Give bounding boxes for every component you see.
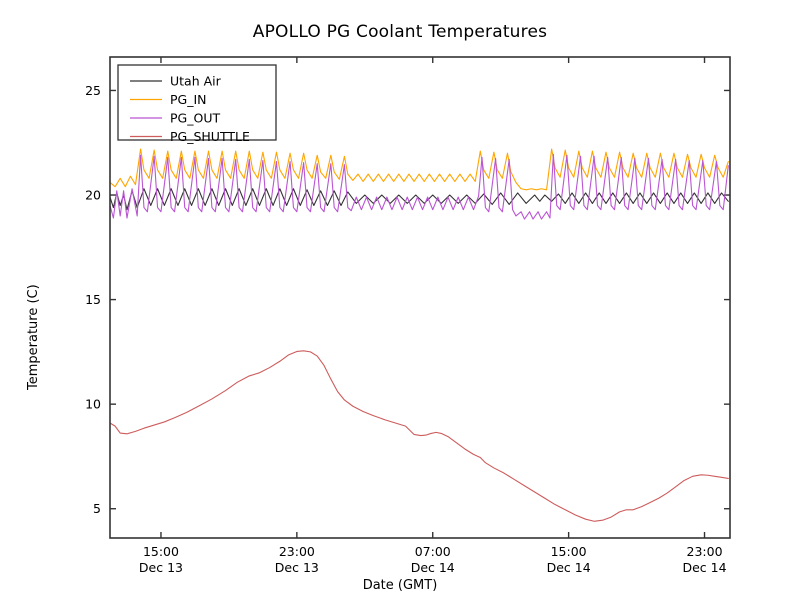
x-tick-time: 07:00: [415, 544, 451, 559]
x-axis-label: Date (GMT): [362, 578, 438, 593]
legend-label: PG_IN: [170, 92, 207, 107]
x-tick-time: 15:00: [551, 544, 587, 559]
x-tick-date: Dec 14: [547, 560, 591, 575]
x-tick-date: Dec 14: [411, 560, 455, 575]
y-tick-label: 10: [85, 397, 101, 412]
series-line-utah-air: [109, 188, 729, 211]
data-series-group: [109, 148, 729, 522]
series-line-pg-in: [109, 148, 729, 191]
y-axis-label: Temperature (C): [26, 284, 41, 390]
y-axis-ticks: 5 10 15 20 25: [85, 83, 730, 516]
y-tick-label: 20: [85, 188, 101, 203]
x-tick-time: 23:00: [279, 544, 315, 559]
y-tick-label: 25: [85, 83, 101, 98]
x-tick-date: Dec 14: [682, 560, 726, 575]
series-line-pg-out: [109, 153, 729, 220]
legend-label: Utah Air: [170, 74, 222, 89]
chart-legend: Utah Air PG_IN PG_OUT PG_SHUTTLE: [117, 64, 277, 144]
x-tick-time: 15:00: [143, 544, 179, 559]
series-line-pg-shuttle: [109, 350, 729, 522]
legend-label: PG_SHUTTLE: [170, 129, 250, 144]
x-tick-date: Dec 13: [139, 560, 183, 575]
chart-title: APOLLO PG Coolant Temperatures: [252, 22, 548, 42]
plot-frame: [109, 56, 731, 539]
x-tick-time: 23:00: [687, 544, 723, 559]
y-tick-label: 15: [85, 292, 101, 307]
legend-label: PG_OUT: [170, 111, 220, 126]
legend-box: [117, 64, 277, 141]
y-tick-label: 5: [93, 501, 101, 516]
x-tick-date: Dec 13: [275, 560, 319, 575]
